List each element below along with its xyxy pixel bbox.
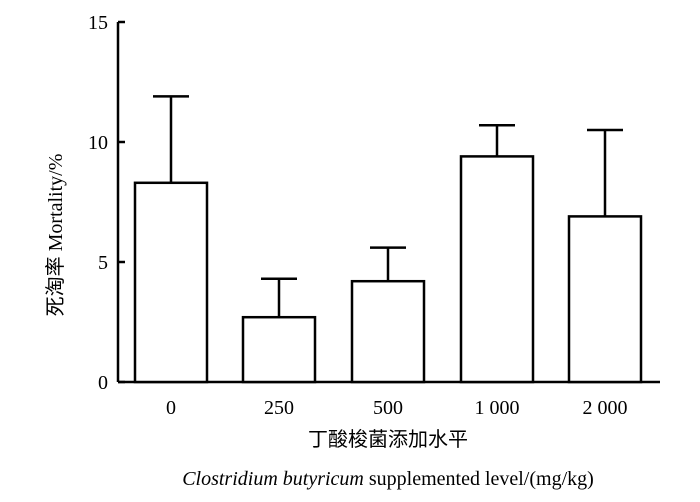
x-axis-label-en-rest: supplemented level/(mg/kg) [364, 468, 594, 490]
x-axis-label-en: Clostridium butyricum supplemented level… [182, 468, 594, 490]
bar [350, 279, 426, 384]
y-axis-label-en: Mortality/% [45, 154, 67, 252]
bar [567, 215, 643, 384]
y-tick-label: 5 [98, 252, 108, 274]
bar [241, 315, 317, 384]
x-tick-label: 1 000 [475, 397, 520, 419]
x-tick-label: 2 000 [583, 397, 628, 419]
y-tick-label: 10 [88, 132, 108, 154]
x-tick-label: 500 [373, 397, 403, 419]
y-tick-label: 0 [98, 372, 108, 394]
y-axis-label-cn: 死淘率 [43, 256, 67, 316]
bars [133, 95, 643, 384]
bar [459, 155, 535, 384]
x-axis-label-en-italic: Clostridium butyricum [182, 468, 364, 490]
bar [133, 181, 209, 384]
y-tick-label: 15 [88, 12, 108, 34]
x-axis-label-cn: 丁酸梭菌添加水平 [308, 427, 468, 451]
ticks: 0 5 10 15 0 250 500 1 000 2 000 [88, 12, 628, 419]
y-axis-label: 死淘率 Mortality/% [43, 154, 67, 317]
x-tick-label: 0 [166, 397, 176, 419]
x-tick-label: 250 [264, 397, 294, 419]
